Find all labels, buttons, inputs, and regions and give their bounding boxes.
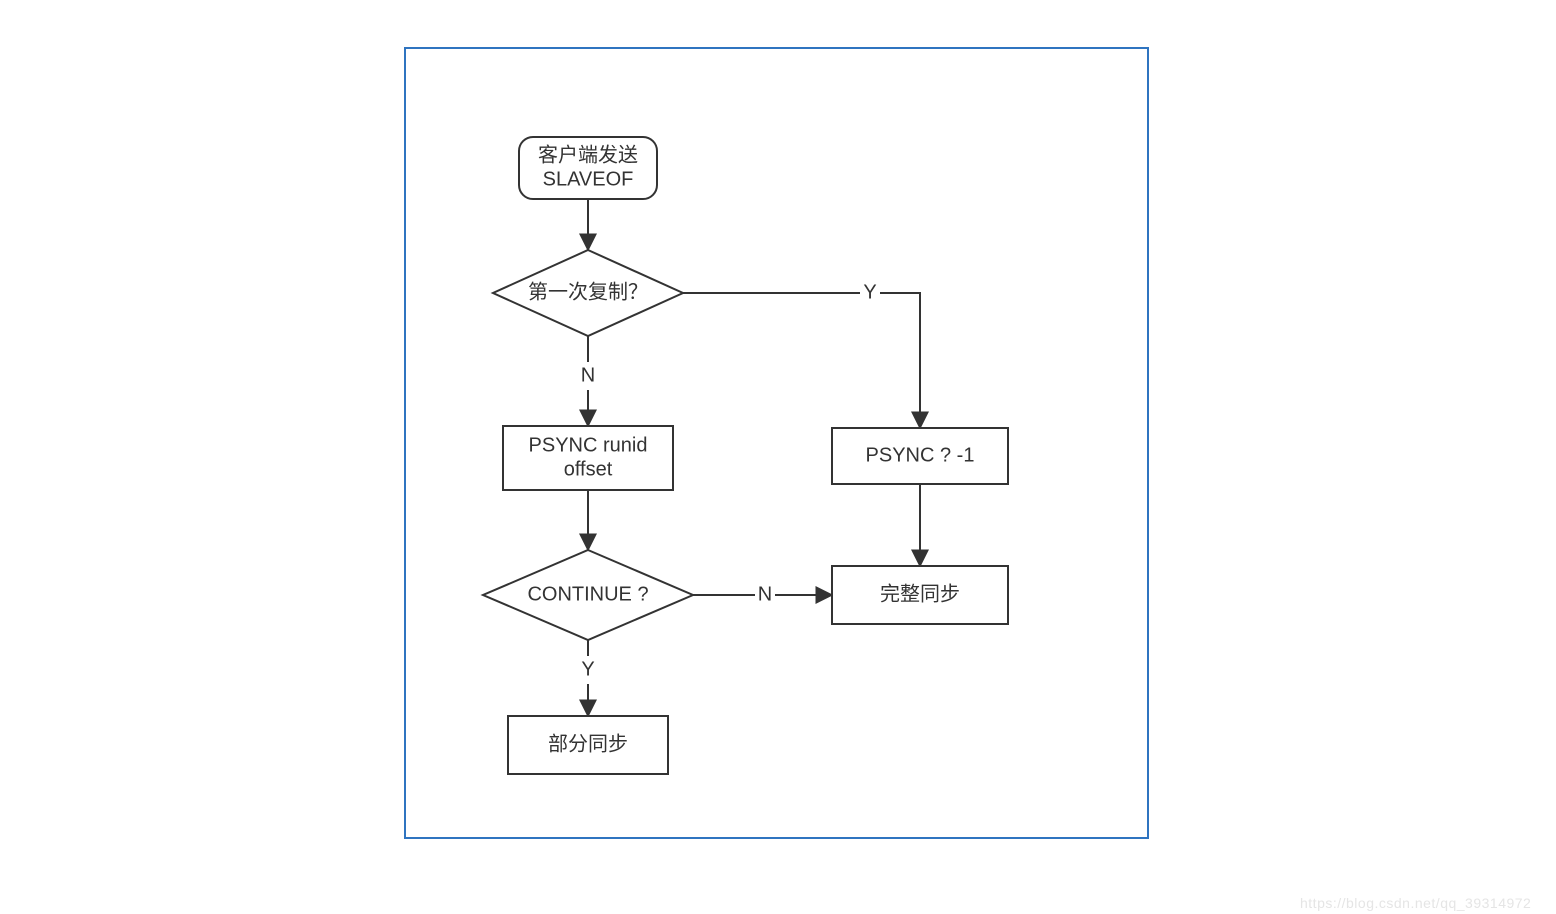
node-psync_off-text: PSYNC runid — [529, 434, 648, 456]
node-start-text: SLAVEOF — [543, 168, 634, 190]
edge-label-d2-partial: Y — [581, 658, 594, 680]
node-full-text: 完整同步 — [880, 582, 960, 605]
page-canvas: 客户端发送SLAVEOF 第一次复制？ PSYNC runidoffset CONTI… — [0, 0, 1556, 914]
edge-label-d1-psync_off: N — [581, 364, 595, 386]
node-psync_q-text: PSYNC ? -1 — [866, 444, 975, 466]
edge-label-d2-full: N — [758, 583, 772, 605]
nodes-group: 客户端发送SLAVEOF 第一次复制？ PSYNC runidoffset CONTI… — [483, 137, 1008, 774]
watermark-text: https://blog.csdn.net/qq_39314972 — [1300, 895, 1531, 911]
node-partial-text: 部分同步 — [548, 732, 628, 755]
edge-d1-psync_q — [683, 293, 920, 428]
flowchart-svg: 客户端发送SLAVEOF 第一次复制？ PSYNC runidoffset CONTI… — [0, 0, 1556, 914]
edge-label-d1-psync_q: Y — [863, 281, 876, 303]
node-d2-text: CONTINUE ? — [527, 583, 648, 605]
node-d1-text: 第一次复制？ — [528, 280, 648, 303]
node-start-text: 客户端发送 — [538, 143, 638, 166]
node-psync_off-text: offset — [564, 458, 613, 480]
